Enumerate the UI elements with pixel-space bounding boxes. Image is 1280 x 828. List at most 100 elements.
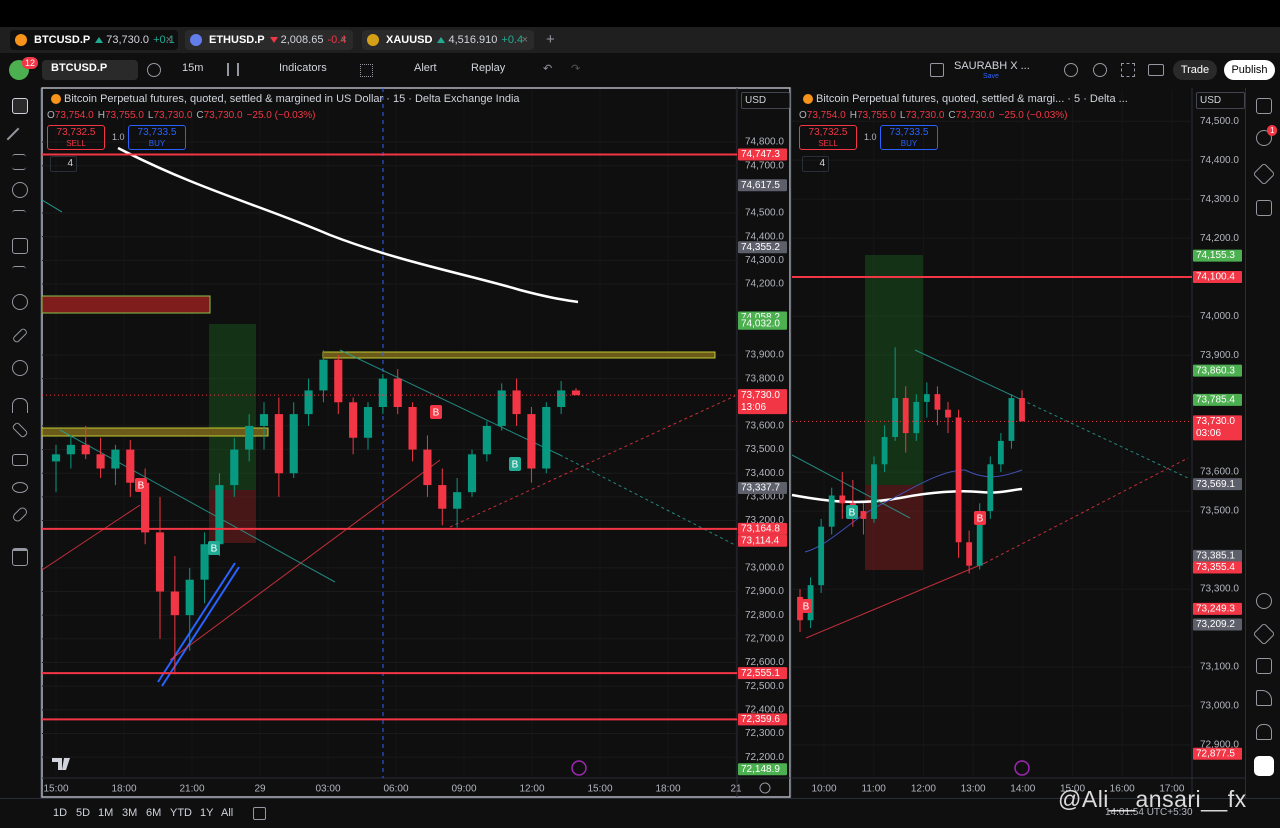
magnet-tool[interactable]	[12, 398, 28, 413]
alerts[interactable]	[1256, 130, 1272, 146]
hide-tool[interactable]	[12, 482, 28, 493]
indicators-button[interactable]: Indicators	[279, 62, 327, 74]
shape-tool[interactable]	[12, 238, 28, 254]
range-button[interactable]: 5D	[76, 807, 91, 819]
ohlc-value: 73,755.0	[104, 110, 144, 121]
layouts-button[interactable]	[360, 64, 373, 77]
range-button[interactable]: 3M	[122, 807, 138, 819]
goto-date[interactable]	[253, 807, 266, 820]
trend-line	[805, 562, 986, 639]
delete-tool[interactable]	[12, 548, 28, 566]
range-button[interactable]: 1Y	[200, 807, 214, 819]
pine[interactable]	[1252, 622, 1276, 646]
buy-price: 73,733.5	[889, 127, 929, 138]
range-button[interactable]: 1D	[53, 807, 68, 819]
y-tick-label: 73,200.0	[745, 515, 784, 526]
trendline-tool[interactable]	[6, 127, 20, 141]
price-tag-label: 73,355.4	[1196, 562, 1235, 573]
undo-button[interactable]: ↶	[543, 63, 553, 75]
settings-icon[interactable]	[759, 782, 771, 794]
link-tool[interactable]	[11, 505, 29, 524]
icon-tool[interactable]	[12, 294, 28, 310]
object-tree[interactable]	[1252, 162, 1276, 186]
replay-button[interactable]: Replay	[471, 62, 506, 74]
candle-body	[66, 444, 75, 455]
notifications[interactable]	[1256, 724, 1272, 740]
alert-button[interactable]: Alert	[414, 62, 437, 74]
alert-icon[interactable]	[571, 760, 587, 776]
text-tool[interactable]	[12, 266, 26, 279]
range-button[interactable]: 6M	[146, 807, 162, 819]
tab[interactable]: ETHUSD.P 2,008.65 -0.4 ×	[185, 30, 353, 50]
indicator-toggle[interactable]: 4	[50, 156, 77, 172]
price-tag	[1193, 549, 1242, 562]
fib-tool[interactable]	[12, 154, 26, 170]
buy-button[interactable]: 73,733.5 BUY	[880, 125, 938, 150]
ohlc: O73,754.0 H73,755.0 L73,730.0 C73,730.0 −25.…	[799, 110, 1068, 121]
y-tick-label: 72,900.0	[745, 586, 784, 597]
lock-tool[interactable]	[12, 454, 28, 466]
price-tag	[1193, 415, 1242, 441]
sell-button[interactable]: 73,732.5 SELL	[799, 125, 857, 150]
alert-icon[interactable]	[1014, 760, 1030, 776]
news[interactable]	[1256, 690, 1272, 706]
range-button[interactable]: All	[221, 807, 234, 819]
symbol-search[interactable]	[42, 60, 138, 80]
symbol[interactable]: BTCUSD.P	[51, 62, 108, 74]
close-tab: ×	[521, 34, 528, 46]
sell-button[interactable]: 73,732.5 SELL	[47, 125, 105, 150]
trend-line	[914, 349, 1023, 401]
calendar[interactable]	[1256, 658, 1272, 674]
publish-button[interactable]: Publish	[1224, 60, 1275, 80]
price-tag-label: 73,860.3	[1196, 365, 1235, 376]
stay-drawing[interactable]	[11, 421, 29, 439]
chart-type-button[interactable]	[227, 63, 239, 76]
snapshot[interactable]	[1148, 64, 1164, 76]
price-tag-label: 74,355.2	[741, 242, 780, 253]
x-tick-label: 11:00	[862, 784, 887, 795]
new-tab[interactable]: +	[546, 31, 555, 48]
measure-tool[interactable]	[11, 327, 29, 344]
forecast-tool[interactable]	[12, 210, 26, 225]
tab[interactable]: BTCUSD.P 73,730.0 +0.1 ×	[10, 30, 178, 50]
pattern-tool[interactable]	[12, 182, 28, 198]
chat[interactable]	[1256, 200, 1272, 216]
range-button[interactable]: 1M	[98, 807, 114, 819]
price-tag-label: 73,164.8	[741, 524, 780, 535]
currency-select[interactable]: USD	[741, 92, 790, 109]
help[interactable]	[1254, 756, 1274, 776]
settings[interactable]	[1093, 63, 1107, 77]
screener[interactable]	[1256, 593, 1272, 609]
indicator-toggle[interactable]: 4	[802, 156, 829, 172]
trade-button[interactable]: Trade	[1173, 60, 1217, 80]
interval[interactable]: 15m	[182, 62, 204, 74]
fullscreen[interactable]	[1121, 63, 1135, 77]
buy-price: 73,733.5	[137, 127, 177, 138]
price-tag-label: 73,114.4	[741, 535, 780, 546]
ohlc-key: L	[147, 110, 154, 121]
redo-button[interactable]: ↷	[571, 63, 581, 75]
range-button[interactable]: YTD	[170, 807, 192, 819]
candle-body	[542, 407, 551, 469]
y-tick-label: 72,500.0	[745, 681, 784, 692]
currency-select[interactable]: USD	[1196, 92, 1245, 109]
y-tick-label: 73,000.0	[1200, 701, 1239, 712]
watchlist[interactable]	[1256, 98, 1272, 114]
tab[interactable]: XAUUSD 4,516.910 +0.4 ×	[362, 30, 534, 50]
candle-body	[141, 482, 150, 533]
trend-line	[339, 349, 561, 456]
layout-icon[interactable]	[930, 63, 944, 77]
layout-name[interactable]: SAURABH X ...	[954, 60, 1030, 72]
price-tag	[738, 317, 787, 330]
compare-button[interactable]	[147, 63, 161, 77]
zoom-tool[interactable]	[12, 360, 28, 376]
buy-button[interactable]: 73,733.5 BUY	[128, 125, 186, 150]
cursor-tool[interactable]	[12, 98, 28, 114]
price-tag	[1193, 364, 1242, 377]
y-tick-label: 74,800.0	[745, 137, 784, 148]
ohlc-value: 73,730.0	[905, 110, 945, 121]
x-tick-label: 18:00	[655, 784, 680, 795]
trend-line-projection	[984, 457, 1189, 564]
price-tag	[1193, 561, 1242, 574]
quick-search[interactable]	[1064, 63, 1078, 77]
